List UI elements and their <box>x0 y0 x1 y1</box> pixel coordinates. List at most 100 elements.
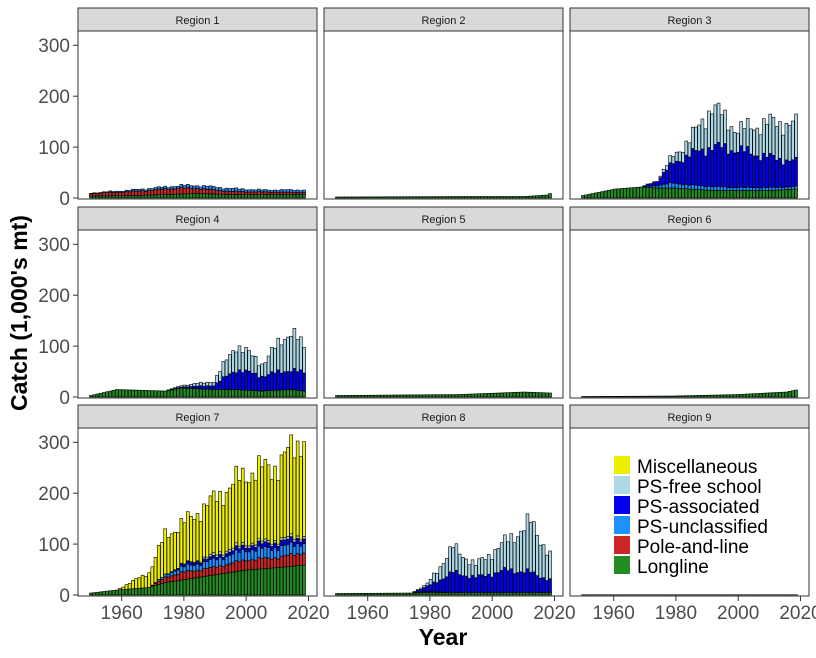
bar-segment-longline <box>131 588 135 596</box>
bar-segment-ps-unclassified <box>237 188 242 193</box>
bar-segment-longline <box>499 592 504 596</box>
bar-segment-ps-unclassified <box>266 189 271 193</box>
bar-segment-longline <box>105 590 109 596</box>
bar-segment-longline <box>538 195 543 199</box>
bar-segment-ps-free-school <box>299 336 303 371</box>
bar-segment-ps-associated <box>282 371 287 391</box>
bar-segment-ps-associated <box>745 146 750 188</box>
bar-segment-longline <box>240 194 245 199</box>
bar-segment-ps-unclassified <box>732 187 737 191</box>
bar-segment-longline <box>681 188 685 199</box>
bar-segment-longline <box>92 394 96 398</box>
bar-segment-ps-associated <box>270 546 274 551</box>
bar-segment-longline <box>98 392 103 398</box>
bar-segment-pole-and-line <box>240 191 245 195</box>
bar-segment-longline <box>771 392 776 398</box>
bar-segment-ps-associated <box>179 562 184 567</box>
bar-segment-longline <box>137 389 142 398</box>
bar-segment-ps-associated <box>451 572 455 593</box>
bar-segment-ps-free-school <box>461 557 465 577</box>
panel-frame <box>77 427 318 597</box>
bar-segment-longline <box>538 392 543 398</box>
bar-segment-longline <box>383 592 388 596</box>
bar-segment-longline <box>467 592 472 596</box>
bar-segment-pole-and-line <box>105 192 109 197</box>
bar-segment-pole-and-line <box>299 554 303 566</box>
bar-segment-longline <box>787 189 792 199</box>
bar-segment-ps-unclassified <box>694 184 698 190</box>
bar-segment-longline <box>648 395 653 398</box>
x-axis-title: Year <box>419 624 468 650</box>
bar-segment-ps-associated <box>198 385 203 390</box>
bar-segment-ps-associated <box>490 576 494 593</box>
bar-segment-ps-associated <box>247 370 251 391</box>
bar-segment-ps-associated <box>182 564 187 568</box>
bar-segment-ps-unclassified <box>665 183 669 189</box>
bar-segment-ps-unclassified <box>260 189 264 193</box>
bar-segment-longline <box>279 389 284 398</box>
bar-segment-ps-unclassified <box>299 190 303 194</box>
bar-segment-ps-free-school <box>483 559 488 577</box>
bar-segment-longline <box>195 577 200 596</box>
bar-segment-longline <box>454 196 459 199</box>
bar-segment-pole-and-line <box>282 191 287 195</box>
bar-segment-pole-and-line <box>189 188 193 195</box>
bar-segment-ps-free-school <box>774 126 779 161</box>
bar-segment-longline <box>150 586 155 596</box>
bar-segment-ps-free-school <box>678 151 682 163</box>
bar-segment-ps-associated <box>771 155 776 188</box>
bar-segment-ps-free-school <box>228 549 232 553</box>
bar-segment-longline <box>266 390 271 398</box>
bar-segment-ps-unclassified <box>791 186 795 190</box>
bar-segment-ps-associated <box>205 558 209 562</box>
bar-segment-longline <box>467 393 472 398</box>
bar-segment-miscellaneous <box>270 479 274 545</box>
bar-segment-longline <box>344 395 349 398</box>
bar-segment-longline <box>218 389 222 398</box>
bar-segment-longline <box>594 192 598 199</box>
bar-segment-miscellaneous <box>224 491 229 552</box>
bar-segment-longline <box>176 388 180 398</box>
bar-segment-longline <box>102 392 106 398</box>
bar-segment-longline <box>538 592 543 596</box>
bar-segment-longline <box>244 389 248 398</box>
bar-segment-ps-unclassified <box>205 186 209 190</box>
bar-segment-longline <box>273 194 277 199</box>
bar-segment-ps-associated <box>195 385 200 390</box>
bar-segment-ps-associated <box>302 372 306 392</box>
x-tick-label: 1960 <box>101 603 143 624</box>
bar-segment-ps-free-school <box>192 383 197 387</box>
bar-segment-longline <box>697 189 701 199</box>
bar-segment-ps-associated <box>461 575 465 593</box>
bar-segment-ps-associated <box>661 172 666 185</box>
bar-segment-longline <box>457 196 462 199</box>
bar-segment-pole-and-line <box>231 562 235 573</box>
bar-segment-ps-unclassified <box>92 192 96 194</box>
bar-segment-longline <box>736 190 740 199</box>
bar-segment-longline <box>373 394 378 398</box>
bar-segment-ps-associated <box>528 572 533 593</box>
bar-segment-longline <box>581 195 585 199</box>
bar-segment-ps-unclassified <box>234 187 239 192</box>
bar-segment-longline <box>134 389 138 398</box>
bar-segment-ps-free-school <box>684 140 689 156</box>
bar-segment-longline <box>519 592 523 596</box>
panel-region-6: Region 6 <box>569 206 810 399</box>
bar-segment-ps-associated <box>286 371 290 390</box>
bar-segment-longline <box>464 592 468 596</box>
bar-segment-longline <box>674 187 679 199</box>
bar-segment-longline <box>354 395 359 398</box>
bar-segment-ps-associated <box>211 385 216 390</box>
bar-segment-ps-unclassified <box>215 559 219 568</box>
bar-segment-ps-unclassified <box>768 186 772 191</box>
bar-segment-pole-and-line <box>195 569 200 578</box>
bar-segment-ps-free-school <box>282 537 287 541</box>
bar-segment-ps-associated <box>253 372 258 391</box>
bar-segment-pole-and-line <box>286 191 290 195</box>
bar-segment-ps-associated <box>192 562 197 566</box>
bar-segment-longline <box>658 187 663 199</box>
bar-segment-longline <box>461 196 465 199</box>
bar-segment-ps-unclassified <box>652 185 656 189</box>
bar-segment-ps-free-school <box>516 536 520 573</box>
bar-segment-longline <box>341 196 346 199</box>
